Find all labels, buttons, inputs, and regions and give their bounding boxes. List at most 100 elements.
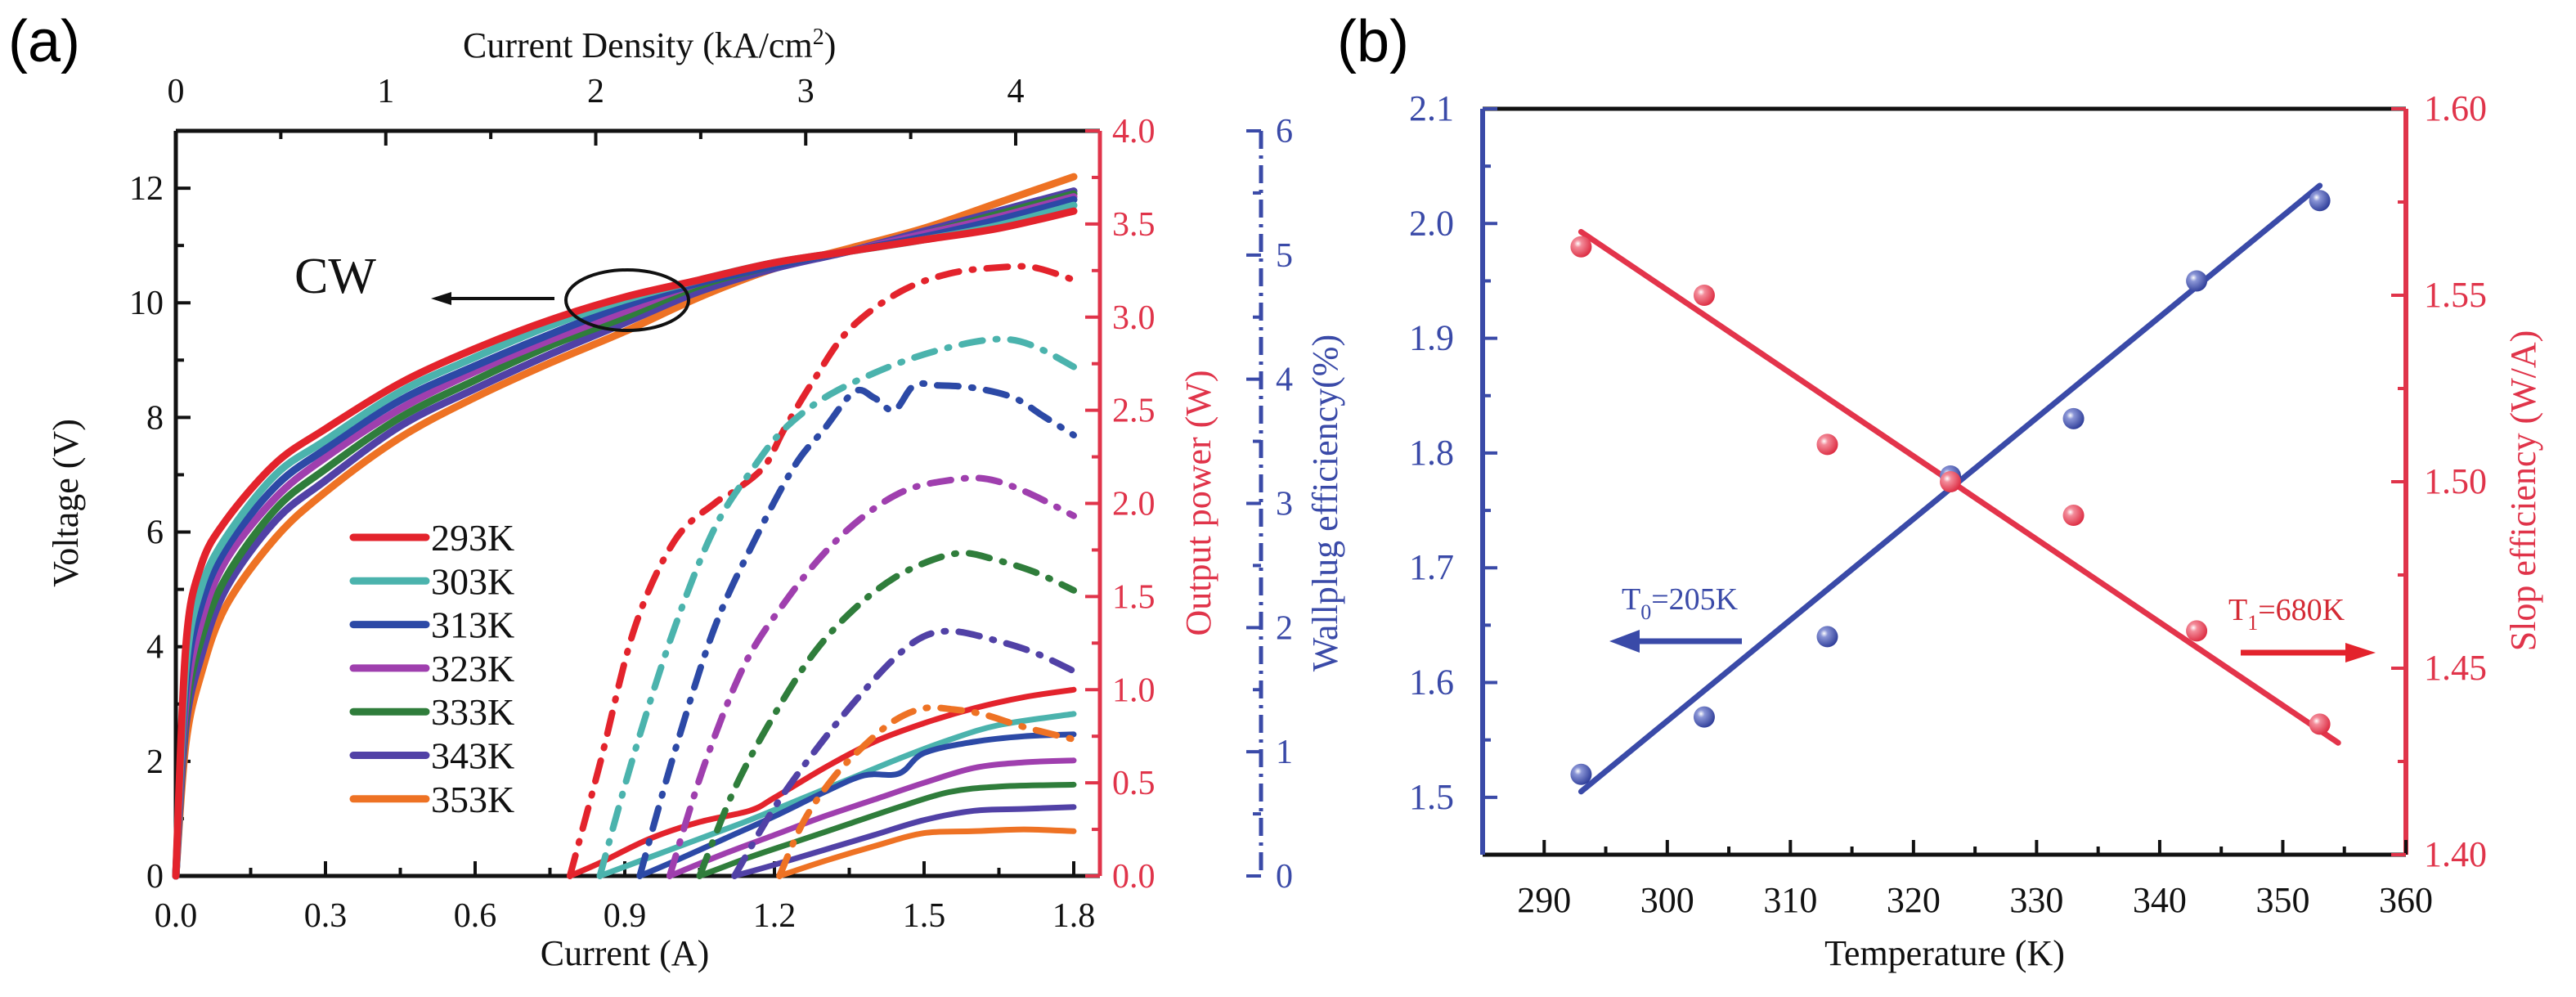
b-y2-tick-label: 1.40 — [2424, 834, 2487, 874]
b-x-tick-label: 290 — [1517, 880, 1571, 920]
x-tick-label: 1.8 — [1052, 897, 1096, 935]
b-y-tick-label: 2.1 — [1409, 88, 1454, 128]
y3-tick-label: 2 — [1276, 609, 1293, 647]
data-point-wallplug — [2062, 407, 2085, 429]
data-point-slope — [1940, 471, 1962, 492]
legend-label: 333K — [431, 691, 514, 733]
x-tick-label: 1.5 — [903, 897, 946, 935]
legend-label: 293K — [431, 517, 514, 559]
b-y-tick-label: 1.8 — [1409, 433, 1454, 473]
y3-tick-label: 3 — [1276, 486, 1293, 523]
panel-a-xlabel: Current (A) — [541, 933, 710, 973]
data-point-slope — [1816, 433, 1838, 456]
fit-line-slope — [1577, 228, 2341, 746]
power-curve-293K — [567, 686, 1077, 879]
panel-a-y2label: Output power (W) — [1178, 370, 1218, 635]
b-x-tick-label: 320 — [1887, 880, 1941, 920]
b-x-tick-label: 350 — [2255, 880, 2309, 920]
b-x-tick-label: 340 — [2133, 880, 2187, 920]
b-y-tick-label: 2.0 — [1409, 203, 1454, 243]
b-x-tick-label: 360 — [2379, 880, 2433, 920]
b-y-tick-label: 1.6 — [1409, 662, 1454, 703]
panel-b-label: (b) — [1337, 9, 1409, 74]
top-x-tick-label: 2 — [587, 73, 604, 110]
cw-ellipse — [564, 268, 690, 332]
legend-label: 343K — [431, 735, 514, 777]
t0-arrow-head — [1609, 630, 1640, 653]
wpe-curve-323K — [666, 474, 1077, 879]
panel-b-points — [1570, 190, 2331, 785]
y3-tick-label: 1 — [1276, 734, 1293, 771]
x-tick-label: 0.0 — [155, 897, 198, 935]
data-point-slope — [2309, 713, 2331, 735]
wpe-curve-353K — [776, 704, 1077, 879]
legend-label: 313K — [431, 604, 514, 646]
x-tick-label: 1.2 — [753, 897, 797, 935]
y2-tick-label: 2.5 — [1112, 393, 1156, 430]
y3-tick-label: 4 — [1276, 362, 1293, 399]
x-tick-label: 0.6 — [454, 897, 497, 935]
top-x-tick-label: 4 — [1008, 73, 1025, 110]
legend-item: 293K — [349, 517, 514, 559]
x-tick-label: 0.3 — [304, 897, 348, 935]
b-y2-tick-label: 1.60 — [2424, 88, 2487, 128]
y2-tick-label: 4.0 — [1112, 113, 1156, 150]
b-y-tick-label: 1.9 — [1409, 318, 1454, 358]
x-tick-label: 0.9 — [604, 897, 647, 935]
top-x-tick-label: 3 — [797, 73, 815, 110]
data-point-slope — [2186, 620, 2208, 642]
wpe-curve-343K — [731, 627, 1077, 879]
b-y2-tick-label: 1.55 — [2424, 275, 2487, 315]
power-curve-333K — [697, 781, 1077, 879]
panel-a-top-xlabel: Current Density (kA/cm2) — [463, 25, 836, 65]
legend-item: 343K — [349, 735, 514, 777]
data-point-slope — [1693, 285, 1715, 306]
y-tick-label: 12 — [129, 170, 164, 208]
y-tick-label: 10 — [129, 285, 164, 322]
y-tick-label: 4 — [146, 629, 164, 667]
wpe-curve-303K — [596, 335, 1077, 879]
top-x-tick-label: 0 — [168, 73, 185, 110]
data-point-slope — [2062, 505, 2085, 527]
legend-item: 353K — [349, 779, 514, 820]
data-point-wallplug — [1816, 626, 1838, 648]
panel-b-axes: 290 300 310 320 330 340 350 360 1.5 1.6 1.7 1.8 1.9 2… — [1409, 88, 2487, 920]
power-curve-323K — [666, 757, 1077, 879]
y2-tick-label: 0.0 — [1112, 858, 1156, 896]
wpe-curve-293K — [566, 263, 1077, 879]
data-point-wallplug — [1570, 763, 1592, 785]
y-tick-label: 2 — [146, 743, 164, 781]
panel-b-y2label: Slop efficiency (W/A) — [2503, 330, 2543, 652]
b-y2-tick-label: 1.45 — [2424, 648, 2487, 688]
y2-tick-label: 1.0 — [1112, 671, 1156, 709]
data-point-slope — [1570, 236, 1592, 258]
b-x-tick-label: 310 — [1763, 880, 1817, 920]
legend-item: 303K — [349, 560, 514, 602]
power-curve-353K — [776, 826, 1077, 879]
legend-item: 313K — [349, 604, 514, 646]
panel-a-wpe-curves — [566, 263, 1077, 879]
panel-b-xlabel: Temperature (K) — [1824, 933, 2065, 973]
panel-a-power-curves — [567, 686, 1077, 879]
cw-arrow-head — [431, 292, 451, 305]
b-y2-tick-label: 1.50 — [2424, 461, 2487, 501]
panel-a-voltage-curves — [172, 173, 1078, 880]
y2-tick-label: 0.5 — [1112, 765, 1156, 802]
t1-annotation: T1=680K — [2228, 593, 2345, 635]
power-curve-343K — [731, 804, 1077, 879]
panel-a-y3label: Wallplug efficiency(%) — [1305, 335, 1345, 671]
y-tick-label: 6 — [146, 514, 164, 552]
voltage-curve-293K — [172, 207, 1078, 880]
legend-item: 323K — [349, 648, 514, 689]
y-tick-label: 0 — [146, 858, 164, 896]
t1-arrow-head — [2345, 643, 2376, 662]
legend-label: 353K — [431, 779, 514, 820]
data-point-wallplug — [2309, 190, 2331, 212]
wpe-curve-313K — [636, 379, 1077, 879]
b-x-tick-label: 330 — [2009, 880, 2063, 920]
top-x-tick-label: 1 — [377, 73, 394, 110]
y-tick-label: 8 — [146, 399, 164, 437]
data-point-wallplug — [1693, 706, 1715, 728]
t0-annotation: T0=205K — [1622, 582, 1739, 624]
